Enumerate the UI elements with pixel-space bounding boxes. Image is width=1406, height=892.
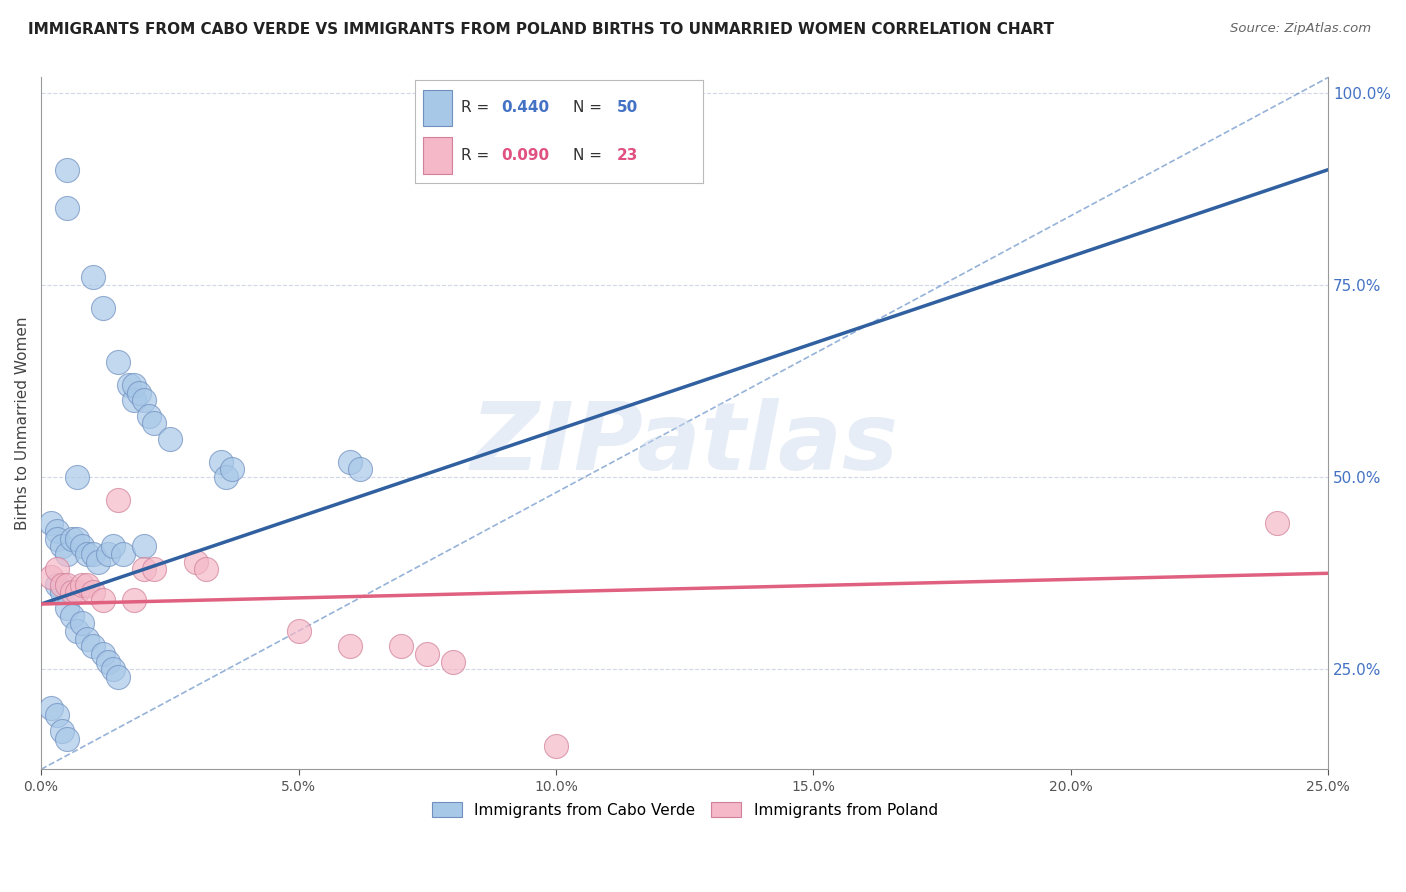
Point	[66, 532, 89, 546]
Point	[97, 655, 120, 669]
Point	[107, 670, 129, 684]
Point	[76, 578, 98, 592]
Point	[41, 570, 63, 584]
Point	[416, 647, 439, 661]
Point	[82, 547, 104, 561]
Point	[221, 462, 243, 476]
Point	[56, 201, 79, 215]
Point	[56, 578, 79, 592]
Point	[51, 723, 73, 738]
Point	[441, 655, 464, 669]
Point	[215, 470, 238, 484]
Point	[56, 731, 79, 746]
Point	[41, 701, 63, 715]
Point	[76, 632, 98, 646]
Point	[41, 516, 63, 531]
Point	[45, 708, 67, 723]
Point	[51, 578, 73, 592]
Text: R =: R =	[461, 148, 494, 162]
Point	[82, 640, 104, 654]
Point	[287, 624, 309, 638]
Point	[138, 409, 160, 423]
Point	[72, 540, 94, 554]
Point	[56, 547, 79, 561]
Point	[66, 585, 89, 599]
Point	[60, 608, 83, 623]
Point	[117, 378, 139, 392]
Text: 0.440: 0.440	[501, 101, 550, 115]
Bar	[423, 136, 453, 174]
Text: N =: N =	[574, 148, 607, 162]
Point	[56, 600, 79, 615]
Point	[159, 432, 181, 446]
Text: 23: 23	[616, 148, 638, 162]
Point	[184, 555, 207, 569]
Point	[91, 593, 114, 607]
Point	[66, 624, 89, 638]
Point	[103, 662, 125, 676]
Point	[194, 562, 217, 576]
Point	[122, 378, 145, 392]
Y-axis label: Births to Unmarried Women: Births to Unmarried Women	[15, 317, 30, 530]
Point	[339, 640, 361, 654]
Point	[209, 455, 232, 469]
Point	[66, 470, 89, 484]
Point	[544, 739, 567, 754]
Point	[103, 540, 125, 554]
Point	[60, 585, 83, 599]
Point	[91, 647, 114, 661]
Point	[87, 555, 110, 569]
Point	[45, 562, 67, 576]
Point	[82, 585, 104, 599]
Point	[349, 462, 371, 476]
Point	[60, 532, 83, 546]
Text: 0.090: 0.090	[501, 148, 550, 162]
Point	[51, 585, 73, 599]
Point	[107, 355, 129, 369]
Point	[45, 578, 67, 592]
Point	[143, 417, 166, 431]
Point	[339, 455, 361, 469]
Point	[132, 393, 155, 408]
Text: IMMIGRANTS FROM CABO VERDE VS IMMIGRANTS FROM POLAND BIRTHS TO UNMARRIED WOMEN C: IMMIGRANTS FROM CABO VERDE VS IMMIGRANTS…	[28, 22, 1054, 37]
Point	[112, 547, 135, 561]
Text: N =: N =	[574, 101, 607, 115]
Point	[143, 562, 166, 576]
Text: Source: ZipAtlas.com: Source: ZipAtlas.com	[1230, 22, 1371, 36]
Point	[122, 393, 145, 408]
Point	[91, 301, 114, 315]
Point	[122, 593, 145, 607]
Point	[51, 540, 73, 554]
Point	[391, 640, 413, 654]
Point	[76, 547, 98, 561]
Point	[1265, 516, 1288, 531]
Point	[45, 532, 67, 546]
Bar	[423, 89, 453, 127]
Point	[128, 385, 150, 400]
Text: R =: R =	[461, 101, 494, 115]
Point	[132, 540, 155, 554]
Point	[107, 493, 129, 508]
Point	[82, 270, 104, 285]
Point	[97, 547, 120, 561]
Point	[56, 162, 79, 177]
Point	[132, 562, 155, 576]
Point	[45, 524, 67, 538]
Point	[72, 616, 94, 631]
Point	[72, 578, 94, 592]
Legend: Immigrants from Cabo Verde, Immigrants from Poland: Immigrants from Cabo Verde, Immigrants f…	[426, 796, 943, 824]
Text: 50: 50	[616, 101, 638, 115]
Text: ZIPatlas: ZIPatlas	[471, 398, 898, 490]
